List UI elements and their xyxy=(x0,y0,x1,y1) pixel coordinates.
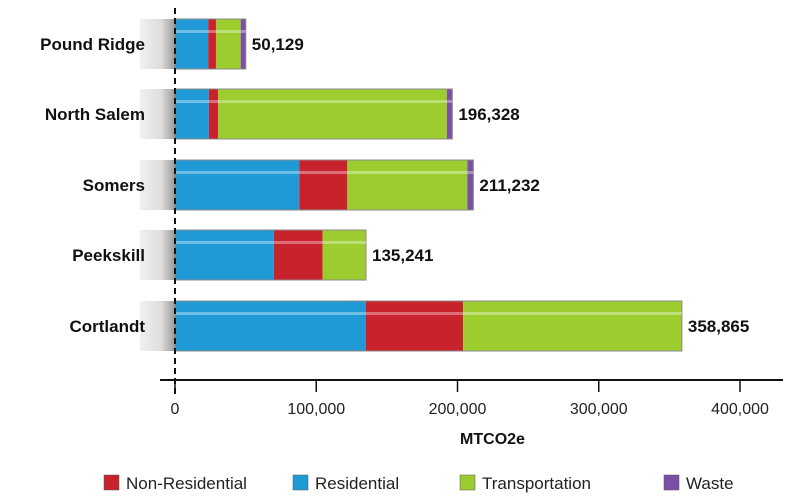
legend-label-residential: Residential xyxy=(315,474,399,493)
category-backgrounds xyxy=(140,19,175,351)
bar-non-residential-2 xyxy=(299,160,348,210)
bar-non-residential-1 xyxy=(208,89,219,139)
bar-transportation-0 xyxy=(215,19,241,69)
category-base-1 xyxy=(140,89,175,139)
category-base-2 xyxy=(140,160,175,210)
bar-highlight-4 xyxy=(175,312,682,315)
bar-transportation-4 xyxy=(463,301,682,351)
total-label-4: 358,865 xyxy=(688,317,749,336)
x-tick-label-2: 200,000 xyxy=(429,401,487,418)
bar-residential-0 xyxy=(175,19,209,69)
bar-non-residential-4 xyxy=(365,301,464,351)
bar-outline-2 xyxy=(174,159,474,211)
total-label-3: 135,241 xyxy=(372,246,433,265)
bar-non-residential-0 xyxy=(208,19,216,69)
bar-residential-3 xyxy=(175,230,274,280)
bar-residential-4 xyxy=(175,301,366,351)
x-tick-label-4: 400,000 xyxy=(711,401,769,418)
category-label-1: North Salem xyxy=(45,105,145,124)
legend-label-transportation: Transportation xyxy=(482,474,591,493)
legend: Non-Residential Residential Transportation… xyxy=(103,474,734,493)
x-tick-label-0: 0 xyxy=(171,401,180,418)
bar-residential-1 xyxy=(175,89,209,139)
bar-waste-2 xyxy=(467,160,474,210)
category-label-3: Peekskill xyxy=(72,246,145,265)
category-base-4 xyxy=(140,301,175,351)
legend-swatch-waste xyxy=(663,474,680,491)
category-labels: Pound Ridge North Salem Somers Peekskill Cor… xyxy=(40,35,145,336)
bar-waste-1 xyxy=(446,89,453,139)
bar-waste-0 xyxy=(240,19,246,69)
legend-label-waste: Waste xyxy=(686,474,734,493)
bar-highlight-0 xyxy=(175,30,246,33)
x-tick-label-1: 100,000 xyxy=(287,401,345,418)
total-label-2: 211,232 xyxy=(479,176,540,195)
x-tick-label-3: 300,000 xyxy=(570,401,628,418)
bar-transportation-3 xyxy=(322,230,367,280)
total-label-1: 196,328 xyxy=(458,105,519,124)
legend-label-non-residential: Non-Residential xyxy=(126,474,247,493)
bar-non-residential-3 xyxy=(273,230,323,280)
bar-highlight-2 xyxy=(175,171,474,174)
total-labels: 50,129 196,328 211,232 135,241 358,865 xyxy=(252,35,750,336)
bar-outline-4 xyxy=(174,300,683,352)
bar-residential-2 xyxy=(175,160,300,210)
category-base-3 xyxy=(140,230,175,280)
category-label-0: Pound Ridge xyxy=(40,35,145,54)
bar-outline-3 xyxy=(174,229,367,281)
bar-highlight-1 xyxy=(175,100,453,103)
bar-transportation-1 xyxy=(218,89,447,139)
legend-swatch-non-residential xyxy=(103,474,120,491)
legend-swatch-transportation xyxy=(459,474,476,491)
bar-highlight-3 xyxy=(175,241,367,244)
bar-transportation-2 xyxy=(347,160,468,210)
total-label-0: 50,129 xyxy=(252,35,304,54)
category-label-4: Cortlandt xyxy=(69,317,145,336)
category-label-2: Somers xyxy=(83,176,145,195)
x-axis: 0 100,000 200,000 300,000 400,000 xyxy=(160,379,783,418)
bars xyxy=(174,18,683,352)
x-axis-title: MTCO2e xyxy=(460,431,525,448)
category-base-0 xyxy=(140,19,175,69)
legend-swatch-residential xyxy=(292,474,309,491)
